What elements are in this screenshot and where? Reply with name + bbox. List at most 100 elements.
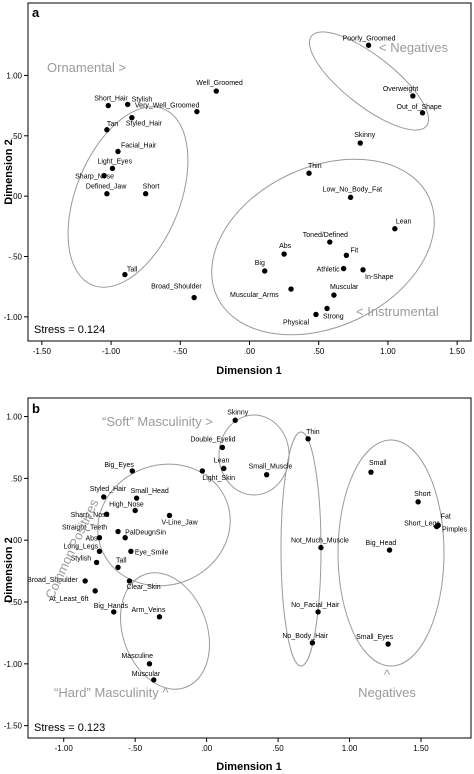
y-tick-label: .50 — [11, 474, 23, 483]
data-point — [386, 547, 393, 553]
point-label: Strong — [323, 313, 344, 320]
x-tick-label: .50 — [273, 744, 285, 753]
point-label: Athletic — [317, 267, 340, 274]
point-label: Tall — [127, 267, 138, 274]
point-label: High_Nose — [109, 502, 144, 509]
chart-b-points: Skinny Double_Eyelid Thin Lean Light_Skin Sma… — [27, 409, 468, 683]
group-label-negatives-b-arrow: ^ — [384, 667, 391, 682]
data-point — [96, 535, 103, 541]
data-point — [194, 108, 200, 115]
data-point — [221, 465, 227, 472]
data-point — [309, 640, 316, 646]
ellipse-common-positives — [97, 463, 231, 587]
data-point — [132, 507, 138, 514]
x-tick-label: -1.00 — [55, 744, 74, 753]
data-point — [415, 499, 421, 505]
data-point — [115, 528, 121, 535]
data-point — [191, 294, 197, 301]
ellipse-negatives-a — [308, 31, 430, 131]
point-label: Short — [414, 491, 431, 498]
point-label: Clear_Skin — [126, 584, 160, 591]
point-label: Toned/Defined — [303, 232, 348, 239]
point-label: Facial_Hair — [121, 142, 157, 149]
chart-a-xlabel: Dimension 1 — [216, 365, 281, 377]
data-point — [340, 265, 347, 272]
x-tick-label: -1.00 — [102, 347, 121, 356]
data-point — [101, 172, 107, 179]
data-point — [199, 468, 206, 474]
x-tick-label: -.50 — [173, 347, 187, 356]
ellipse-ornamental — [67, 106, 189, 288]
point-label: Sharp_Nose — [71, 512, 110, 519]
data-point — [213, 88, 219, 94]
data-point — [109, 165, 116, 172]
ellipse-hard-masculinity — [120, 572, 210, 690]
point-label: Well_Groomed — [196, 80, 243, 87]
chart-b-group-ellipses — [97, 414, 445, 690]
data-point — [343, 252, 350, 258]
x-tick-label: -1.50 — [33, 347, 52, 356]
point-label: Short_Hair — [94, 96, 128, 103]
point-label: Stylish — [132, 96, 153, 103]
point-label: Muscular — [330, 284, 359, 291]
group-label-hard-masculinity: “Hard” Masculinity ^ — [54, 685, 169, 700]
point-label: Big_Eyes — [104, 462, 134, 469]
data-point — [146, 661, 153, 667]
point-label: Small_Muscle — [249, 464, 293, 471]
data-point — [385, 641, 391, 647]
ellipse-negatives-b — [337, 439, 445, 667]
point-label: Eye_Smile — [135, 549, 169, 556]
chart-a-panel-label: a — [32, 5, 40, 20]
data-point — [331, 292, 337, 298]
point-label: Broad_Shoulder — [27, 577, 78, 584]
point-label: Short_Legs — [404, 520, 440, 527]
data-point — [111, 609, 117, 615]
y-tick-label: .00 — [11, 192, 23, 201]
data-point — [410, 93, 416, 99]
y-tick-label: -.50 — [8, 253, 22, 262]
data-point — [365, 42, 372, 48]
data-point — [263, 471, 270, 478]
point-label: Skinny — [227, 409, 249, 416]
data-point — [347, 194, 354, 201]
point-label: Small_Eyes — [356, 634, 393, 641]
x-tick-label: .00 — [244, 347, 256, 356]
data-point — [419, 110, 426, 116]
data-point — [219, 444, 226, 451]
y-tick-label: .50 — [11, 132, 23, 141]
point-label: Muscular_Arms — [230, 292, 279, 299]
data-point — [133, 495, 140, 501]
point-label: Fat — [441, 514, 451, 521]
data-point — [122, 271, 128, 278]
chart-b-ticks: -1.00 -.50 .00 .50 1.00 1.50 -1.50 -1.00 -.50 .00… — [4, 413, 430, 753]
group-label-ornamental: Ornamental > — [47, 60, 126, 75]
y-tick-label: 1.00 — [6, 413, 22, 422]
point-label: Small_Head — [131, 488, 169, 495]
data-point — [392, 226, 398, 232]
y-tick-label: -1.50 — [4, 722, 23, 731]
point-label: Thin — [306, 429, 320, 436]
chart-b: b -1.00 -.50 .00 .50 1.00 1.50 -1.50 -1.00 -.50.… — [3, 397, 472, 773]
data-point — [151, 677, 157, 683]
point-label: Light_Eyes — [97, 158, 132, 165]
data-point — [128, 548, 134, 555]
data-point — [305, 436, 311, 442]
point-label: Styled_Hair — [90, 486, 127, 493]
y-tick-label: -1.00 — [4, 313, 23, 322]
point-label: Broad_Shoulder — [151, 284, 202, 291]
chart-a: a -1.50 -1.00 -.50 .00 .50 1.00 1.50 -1.00 -.50.… — [3, 2, 472, 377]
data-point — [368, 469, 374, 475]
point-label: No_Facial_Hair — [291, 602, 340, 609]
point-label: Short — [143, 184, 160, 191]
chart-a-ticks: -1.50 -1.00 -.50 .00 .50 1.00 1.50 -1.00 -.50 .00… — [4, 71, 466, 356]
point-label: Big — [255, 260, 265, 267]
point-label: Small — [369, 460, 387, 467]
data-point — [105, 102, 111, 109]
point-label: Physical — [283, 319, 310, 326]
data-point — [327, 239, 333, 245]
point-label: Skinny — [354, 132, 376, 139]
point-label: Pimples — [442, 526, 467, 533]
point-label: No_Body_Hair — [282, 633, 328, 640]
point-label: Light_Skin — [202, 475, 235, 482]
